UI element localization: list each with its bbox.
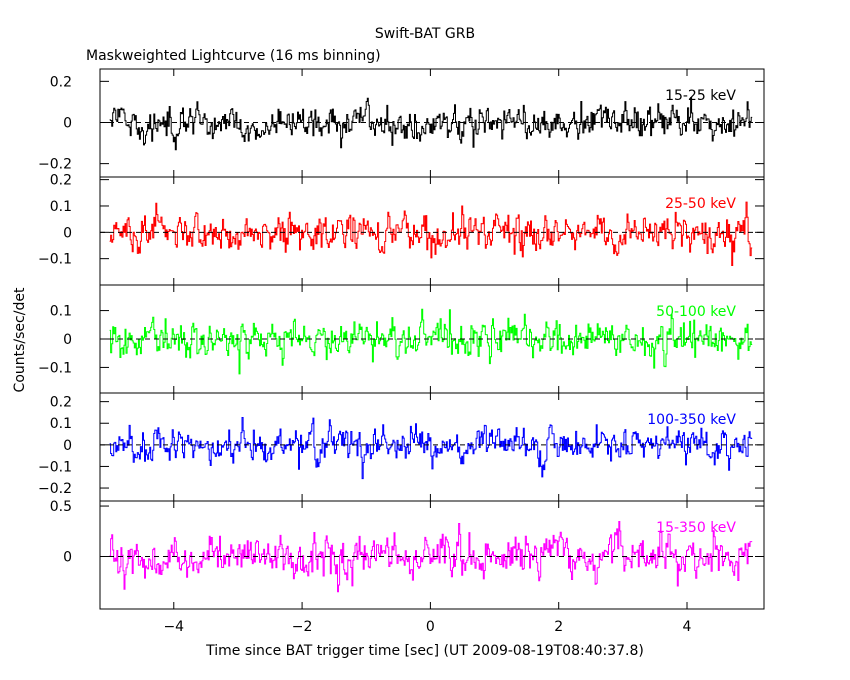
panels-group: −0.200.215-25 keV−0.100.10.225-50 keV−0.…: [38, 68, 765, 635]
series-line: [109, 97, 753, 151]
panel-band-label: 15-25 keV: [665, 88, 736, 104]
y-tick-label: 0: [63, 115, 72, 131]
x-tick-label: −4: [163, 619, 184, 635]
x-tick-label: 0: [426, 619, 435, 635]
y-axis-label: Counts/sec/det: [12, 287, 28, 392]
chart-subtitle: Maskweighted Lightcurve (16 ms binning): [86, 48, 381, 64]
y-tick-label: −0.1: [38, 360, 72, 376]
y-tick-label: 0.1: [50, 416, 72, 432]
y-tick-label: 0: [63, 438, 72, 454]
series-line: [109, 521, 753, 593]
chart-title: Swift-BAT GRB: [375, 26, 475, 42]
y-tick-label: 0: [63, 550, 72, 566]
y-tick-label: 0.2: [50, 395, 72, 411]
panel-frame: [99, 500, 765, 610]
x-tick-label: −2: [292, 619, 313, 635]
panel-band-label: 25-50 keV: [665, 196, 736, 212]
series-line: [109, 417, 753, 480]
y-tick-label: −0.1: [38, 459, 72, 475]
panel-band-label: 100-350 keV: [647, 412, 736, 428]
x-tick-label: 4: [683, 619, 692, 635]
panel-band-label: 50-100 keV: [656, 304, 736, 320]
x-axis-label: Time since BAT trigger time [sec] (UT 20…: [205, 643, 644, 659]
y-tick-label: 0.2: [50, 173, 72, 189]
y-tick-label: −0.2: [38, 157, 72, 173]
y-tick-label: 0: [63, 225, 72, 241]
panel-band-label: 15-350 keV: [656, 520, 736, 536]
y-tick-label: 0.1: [50, 304, 72, 320]
panel-100-350-kev: −0.2 −0.1 0 0.1 0.2 100-350 keV: [38, 392, 765, 502]
panel-25-50-kev: −0.1 0 0.1 0.2 25-50 keV: [38, 173, 765, 286]
series-line: [109, 308, 753, 375]
y-tick-label: −0.2: [38, 481, 72, 497]
y-tick-label: 0.2: [50, 74, 72, 90]
y-tick-label: −0.1: [38, 252, 72, 268]
x-tick-label: 2: [554, 619, 563, 635]
panel-15-350-kev: 0 0.5 15-350 keV: [50, 499, 765, 610]
series-line: [109, 201, 753, 266]
y-tick-label: 0: [63, 332, 72, 348]
y-tick-label: 0.5: [50, 499, 72, 515]
y-tick-label: 0.1: [50, 199, 72, 215]
panel-50-100-kev: −0.1 0 0.1 50-100 keV: [38, 284, 765, 394]
panel-15-25-kev: −0.2 0 0.2 15-25 keV: [38, 68, 765, 178]
